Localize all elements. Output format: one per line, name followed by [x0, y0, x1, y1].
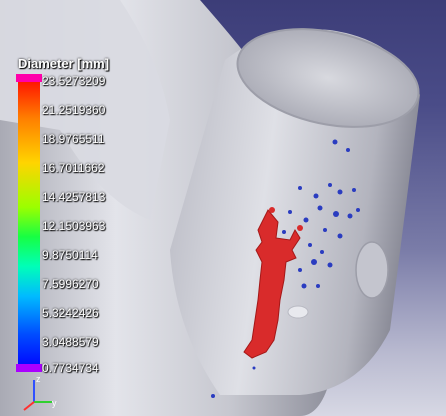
z-axis-label: z [36, 374, 41, 384]
legend-tick-label: 5.3242426 [42, 306, 99, 320]
defect-large-red [243, 209, 301, 359]
defect-red-speck [269, 207, 275, 213]
legend-tick-label: 21.2519360 [42, 103, 106, 117]
legend-tick-label: 7.5996270 [42, 277, 99, 291]
legend-tick-label: 3.0488579 [42, 335, 99, 349]
legend-tick-label: 18.9765511 [42, 132, 105, 146]
legend-tick-label: 14.4257813 [42, 190, 106, 204]
legend-tick-label: 12.1503963 [42, 219, 106, 233]
defect-red-speck [297, 225, 303, 231]
colorbar-gradient [18, 74, 40, 370]
y-axis-label: y [52, 398, 57, 408]
part-cylinder-cap [236, 28, 420, 128]
color-legend: Diameter [mm] 23.5273209 21.2519360 18.9… [16, 56, 156, 376]
x-axis-line [23, 401, 35, 411]
colorbar-min-cap [16, 364, 42, 372]
legend-tick-label: 23.5273209 [42, 74, 106, 88]
part-left-branch [0, 0, 170, 220]
legend-title: Diameter [mm] [18, 56, 110, 71]
legend-tick-label: 9.8750114 [42, 248, 98, 262]
colorbar-max-cap [16, 74, 42, 82]
defect-small-blue-cluster [211, 139, 360, 398]
legend-tick-label: 0.7734734 [42, 361, 99, 375]
part-hole [287, 305, 309, 319]
part-side-boss [355, 241, 389, 299]
orientation-axes-triad: z y [23, 374, 57, 411]
legend-tick-label: 16.7011662 [42, 161, 105, 175]
